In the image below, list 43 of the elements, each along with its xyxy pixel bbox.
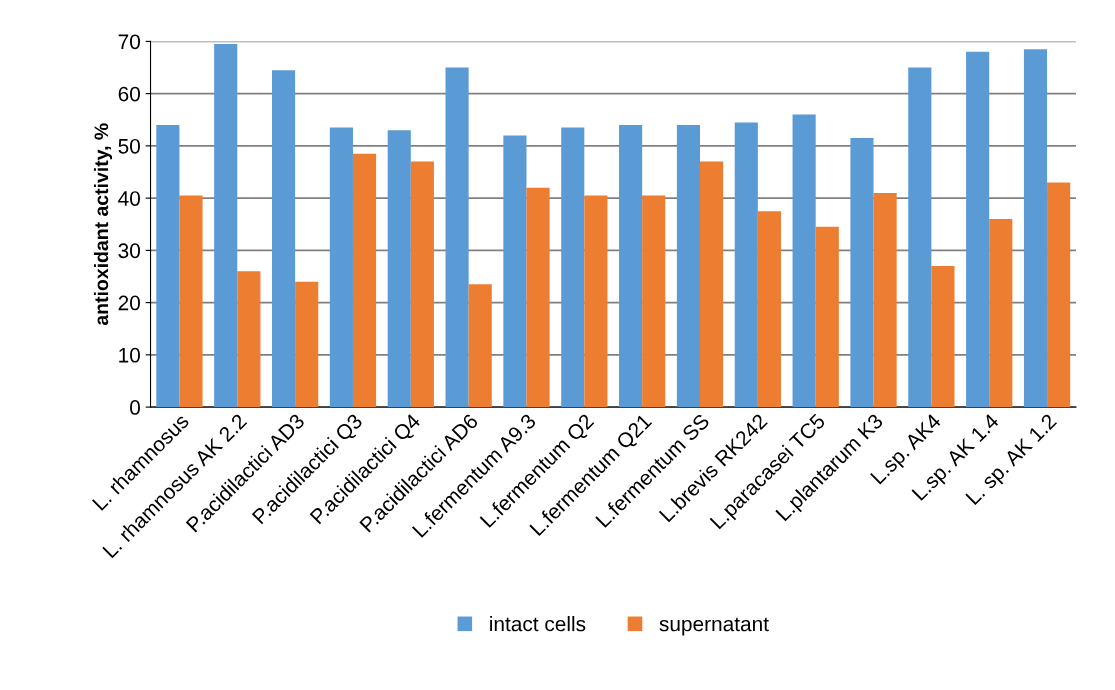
bar bbox=[619, 124, 643, 408]
y-axis-title: antioxidant activity, % bbox=[93, 123, 113, 326]
bar bbox=[1047, 182, 1071, 408]
bar bbox=[966, 51, 990, 408]
bar bbox=[271, 70, 296, 408]
bar bbox=[757, 211, 781, 408]
bar bbox=[445, 67, 469, 408]
bar bbox=[410, 161, 434, 408]
legend-label: supernatant bbox=[659, 617, 769, 636]
bar bbox=[1023, 49, 1048, 408]
y-tick-label: 0 bbox=[130, 400, 140, 415]
bar bbox=[734, 122, 758, 408]
y-tick-label: 40 bbox=[118, 191, 140, 206]
y-tick-label: 20 bbox=[118, 295, 140, 311]
bar bbox=[237, 271, 261, 408]
bar bbox=[676, 124, 701, 408]
y-tick-label: 70 bbox=[118, 34, 140, 50]
bar bbox=[387, 130, 411, 408]
bar bbox=[295, 281, 319, 408]
bar bbox=[989, 219, 1013, 408]
bar bbox=[352, 153, 377, 408]
bar bbox=[503, 135, 527, 408]
bar bbox=[156, 124, 180, 408]
bar bbox=[214, 44, 238, 408]
legend-label: intact cells bbox=[490, 616, 586, 632]
bar bbox=[329, 127, 353, 408]
bar bbox=[815, 226, 839, 408]
bar bbox=[526, 187, 550, 408]
bar bbox=[642, 195, 666, 408]
bar bbox=[468, 284, 492, 408]
bar bbox=[700, 161, 724, 408]
bar bbox=[873, 192, 897, 408]
y-tick-label: 30 bbox=[118, 243, 140, 259]
y-tick-label: 10 bbox=[119, 347, 140, 363]
bar bbox=[561, 127, 585, 408]
bar bbox=[908, 67, 932, 408]
bar bbox=[792, 114, 816, 408]
bar bbox=[179, 195, 203, 408]
bar bbox=[850, 138, 874, 408]
bar bbox=[584, 195, 608, 408]
bar bbox=[931, 266, 955, 408]
y-tick-label: 60 bbox=[118, 86, 140, 102]
y-tick-label: 50 bbox=[118, 138, 140, 154]
